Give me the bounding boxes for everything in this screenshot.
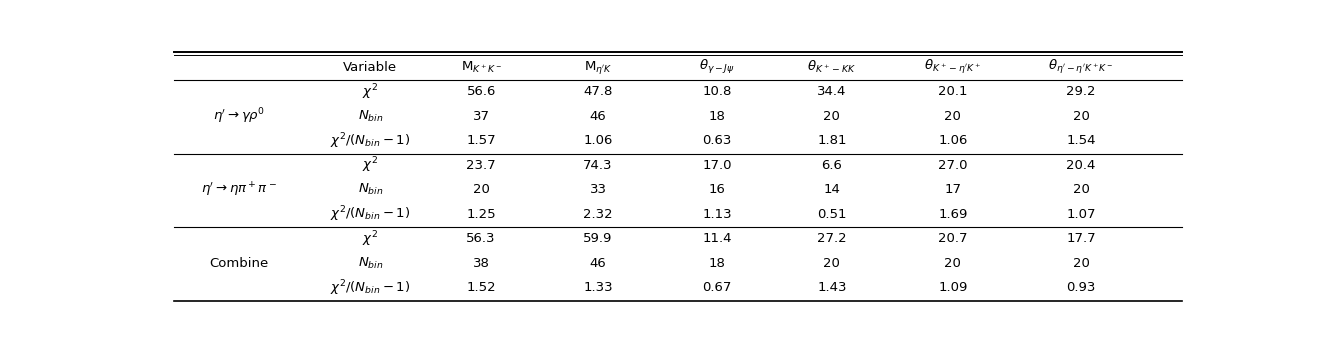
Text: 46: 46 bbox=[590, 110, 606, 123]
Text: 1.43: 1.43 bbox=[818, 281, 847, 294]
Text: 56.6: 56.6 bbox=[467, 86, 496, 98]
Text: $N_{bin}$: $N_{bin}$ bbox=[357, 109, 384, 124]
Text: $\chi^2$: $\chi^2$ bbox=[363, 82, 378, 102]
Text: 20: 20 bbox=[823, 257, 840, 270]
Text: 1.33: 1.33 bbox=[583, 281, 613, 294]
Text: 14: 14 bbox=[823, 183, 840, 196]
Text: 20: 20 bbox=[945, 257, 962, 270]
Text: $\chi^2/(N_{bin}-1)$: $\chi^2/(N_{bin}-1)$ bbox=[331, 131, 410, 150]
Text: 1.07: 1.07 bbox=[1066, 208, 1095, 221]
Text: 16: 16 bbox=[709, 183, 725, 196]
Text: $\chi^2/(N_{bin}-1)$: $\chi^2/(N_{bin}-1)$ bbox=[331, 278, 410, 298]
Text: 27.2: 27.2 bbox=[818, 232, 847, 245]
Text: 0.67: 0.67 bbox=[703, 281, 732, 294]
Text: 74.3: 74.3 bbox=[583, 159, 613, 172]
Text: $\theta_{\gamma-J\psi}$: $\theta_{\gamma-J\psi}$ bbox=[699, 58, 736, 76]
Text: 20: 20 bbox=[945, 110, 962, 123]
Text: 1.69: 1.69 bbox=[938, 208, 967, 221]
Text: 1.57: 1.57 bbox=[467, 134, 496, 147]
Text: 1.06: 1.06 bbox=[938, 134, 967, 147]
Text: 6.6: 6.6 bbox=[822, 159, 843, 172]
Text: 17.7: 17.7 bbox=[1066, 232, 1095, 245]
Text: 17: 17 bbox=[945, 183, 962, 196]
Text: 20: 20 bbox=[1073, 110, 1089, 123]
Text: 1.06: 1.06 bbox=[583, 134, 613, 147]
Text: 17.0: 17.0 bbox=[703, 159, 732, 172]
Text: 34.4: 34.4 bbox=[818, 86, 847, 98]
Text: 18: 18 bbox=[709, 257, 725, 270]
Text: 0.93: 0.93 bbox=[1066, 281, 1095, 294]
Text: 56.3: 56.3 bbox=[467, 232, 496, 245]
Text: 33: 33 bbox=[590, 183, 606, 196]
Text: 18: 18 bbox=[709, 110, 725, 123]
Text: $\eta' \to \gamma\rho^0$: $\eta' \to \gamma\rho^0$ bbox=[213, 107, 266, 126]
Text: 20.7: 20.7 bbox=[938, 232, 967, 245]
Text: $\mathrm{M}_{K^+K^-}$: $\mathrm{M}_{K^+K^-}$ bbox=[460, 60, 501, 75]
Text: 59.9: 59.9 bbox=[583, 232, 613, 245]
Text: 20: 20 bbox=[1073, 257, 1089, 270]
Text: Variable: Variable bbox=[344, 61, 397, 74]
Text: 2.32: 2.32 bbox=[583, 208, 613, 221]
Text: 29.2: 29.2 bbox=[1066, 86, 1095, 98]
Text: 1.81: 1.81 bbox=[818, 134, 847, 147]
Text: 20: 20 bbox=[472, 183, 490, 196]
Text: 23.7: 23.7 bbox=[467, 159, 496, 172]
Text: 47.8: 47.8 bbox=[583, 86, 613, 98]
Text: $\theta_{K^+-\eta'K^+}$: $\theta_{K^+-\eta'K^+}$ bbox=[925, 58, 982, 76]
Text: 0.51: 0.51 bbox=[818, 208, 847, 221]
Text: $\chi^2/(N_{bin}-1)$: $\chi^2/(N_{bin}-1)$ bbox=[331, 205, 410, 224]
Text: 1.13: 1.13 bbox=[703, 208, 732, 221]
Text: 27.0: 27.0 bbox=[938, 159, 967, 172]
Text: 10.8: 10.8 bbox=[703, 86, 732, 98]
Text: $\mathrm{M}_{\eta' K}$: $\mathrm{M}_{\eta' K}$ bbox=[583, 59, 613, 76]
Text: 37: 37 bbox=[472, 110, 490, 123]
Text: $N_{bin}$: $N_{bin}$ bbox=[357, 182, 384, 197]
Text: 20: 20 bbox=[1073, 183, 1089, 196]
Text: 0.63: 0.63 bbox=[703, 134, 732, 147]
Text: 1.09: 1.09 bbox=[938, 281, 967, 294]
Text: 46: 46 bbox=[590, 257, 606, 270]
Text: $\chi^2$: $\chi^2$ bbox=[363, 156, 378, 175]
Text: 1.25: 1.25 bbox=[467, 208, 496, 221]
Text: 20.1: 20.1 bbox=[938, 86, 967, 98]
Text: $\eta' \to \eta\pi^+\pi^-$: $\eta' \to \eta\pi^+\pi^-$ bbox=[201, 181, 277, 199]
Text: Combine: Combine bbox=[209, 257, 269, 270]
Text: 20.4: 20.4 bbox=[1066, 159, 1095, 172]
Text: $\chi^2$: $\chi^2$ bbox=[363, 229, 378, 249]
Text: $\theta_{K^+-KK}$: $\theta_{K^+-KK}$ bbox=[807, 59, 856, 76]
Text: 1.54: 1.54 bbox=[1066, 134, 1095, 147]
Text: 1.52: 1.52 bbox=[467, 281, 496, 294]
Text: $\theta_{\eta'-\eta'K^+K^-}$: $\theta_{\eta'-\eta'K^+K^-}$ bbox=[1048, 58, 1114, 76]
Text: 11.4: 11.4 bbox=[703, 232, 732, 245]
Text: $N_{bin}$: $N_{bin}$ bbox=[357, 256, 384, 271]
Text: 38: 38 bbox=[472, 257, 490, 270]
Text: 20: 20 bbox=[823, 110, 840, 123]
